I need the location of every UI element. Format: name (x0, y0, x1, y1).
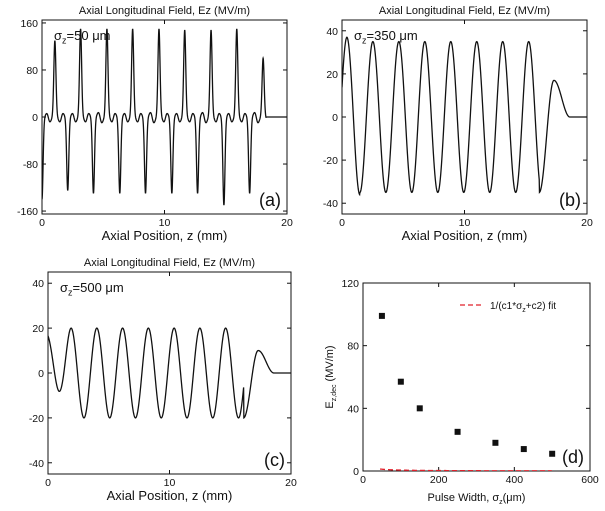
panel-letter: (a) (259, 190, 281, 210)
data-point (454, 428, 461, 435)
data-point (520, 446, 527, 453)
y-tick-label: 40 (326, 26, 338, 38)
panel-letter: (c) (264, 450, 285, 470)
series-line (342, 36, 587, 197)
panel-c: Axial Longitudinal Field, Ez (MV/m) 0 10 20… (29, 257, 297, 503)
y-tick-label: 20 (32, 323, 44, 335)
x-tick-label: 20 (281, 217, 293, 229)
x-tick-label: 600 (581, 474, 599, 486)
x-tick-label: 20 (581, 217, 593, 229)
fit-line (379, 468, 552, 471)
panel-d: 0 200 400 600 0 40 80 120 Pulse Width, σz​(μm) Ez… (324, 278, 599, 506)
y-tick-label: -80 (23, 159, 38, 171)
sigma-annotation: σz​=500 μm (60, 280, 124, 298)
data-point (416, 405, 423, 412)
series-line (42, 28, 287, 206)
x-tick-label: 400 (506, 474, 524, 486)
y-tick-label: 20 (326, 69, 338, 81)
y-tick-label: 120 (341, 278, 359, 290)
x-tick-label: 200 (430, 474, 448, 486)
x-axis-label: Axial Position, z (mm) (107, 488, 233, 503)
y-tick-label: -20 (323, 155, 338, 167)
panel-title: Axial Longitudinal Field, Ez (MV/m) (84, 257, 255, 269)
y-tick-label: 0 (38, 368, 44, 380)
y-tick-label: 0 (32, 112, 38, 124)
x-tick-label: 10 (459, 217, 471, 229)
y-axis-label: Ez,dec​ (MV/m) (324, 345, 338, 408)
data-point (378, 312, 385, 319)
y-tick-label: 0 (332, 112, 338, 124)
y-tick-label: 40 (32, 278, 44, 290)
y-tick-label: -160 (17, 206, 38, 218)
x-tick-label: 10 (164, 477, 176, 489)
plot-area (42, 28, 287, 206)
x-axis-label: Axial Position, z (mm) (102, 228, 228, 243)
data-point (549, 450, 556, 457)
y-tick-label: -40 (323, 198, 338, 210)
panel-a: Axial Longitudinal Field, Ez (MV/m) 0 10 20… (17, 5, 293, 243)
legend-label: 1/(c1*σz​+c2) fit (490, 301, 556, 314)
x-axis-label: Pulse Width, σz​(μm) (428, 492, 526, 506)
panel-letter: (d) (562, 447, 584, 467)
plot-area (378, 312, 556, 471)
plot-frame (47, 271, 292, 475)
plot-area (48, 327, 291, 419)
y-tick-label: 0 (353, 466, 359, 478)
x-tick-label: 0 (360, 474, 366, 486)
sigma-annotation: σz​=50 μm (54, 28, 111, 46)
data-point (397, 378, 404, 385)
y-tick-label: -40 (29, 458, 44, 470)
y-tick-label: 80 (26, 65, 38, 77)
plot-area (342, 36, 587, 197)
data-point (492, 439, 499, 446)
y-tick-label: 80 (347, 341, 359, 353)
x-tick-label: 0 (39, 217, 45, 229)
series-line (48, 327, 291, 419)
x-tick-label: 20 (285, 477, 297, 489)
panel-title: Axial Longitudinal Field, Ez (MV/m) (79, 5, 250, 17)
y-tick-label: 160 (20, 18, 38, 30)
x-tick-label: 0 (339, 217, 345, 229)
y-tick-label: -20 (29, 413, 44, 425)
panel-letter: (b) (559, 190, 581, 210)
y-tick-label: 40 (347, 403, 359, 415)
sigma-annotation: σz​=350 μm (354, 28, 418, 46)
x-tick-label: 10 (159, 217, 171, 229)
x-tick-label: 0 (45, 477, 51, 489)
x-axis-label: Axial Position, z (mm) (402, 228, 528, 243)
panel-b: Axial Longitudinal Field, Ez (MV/m) 0 10 20… (323, 5, 593, 243)
panel-title: Axial Longitudinal Field, Ez (MV/m) (379, 5, 550, 17)
